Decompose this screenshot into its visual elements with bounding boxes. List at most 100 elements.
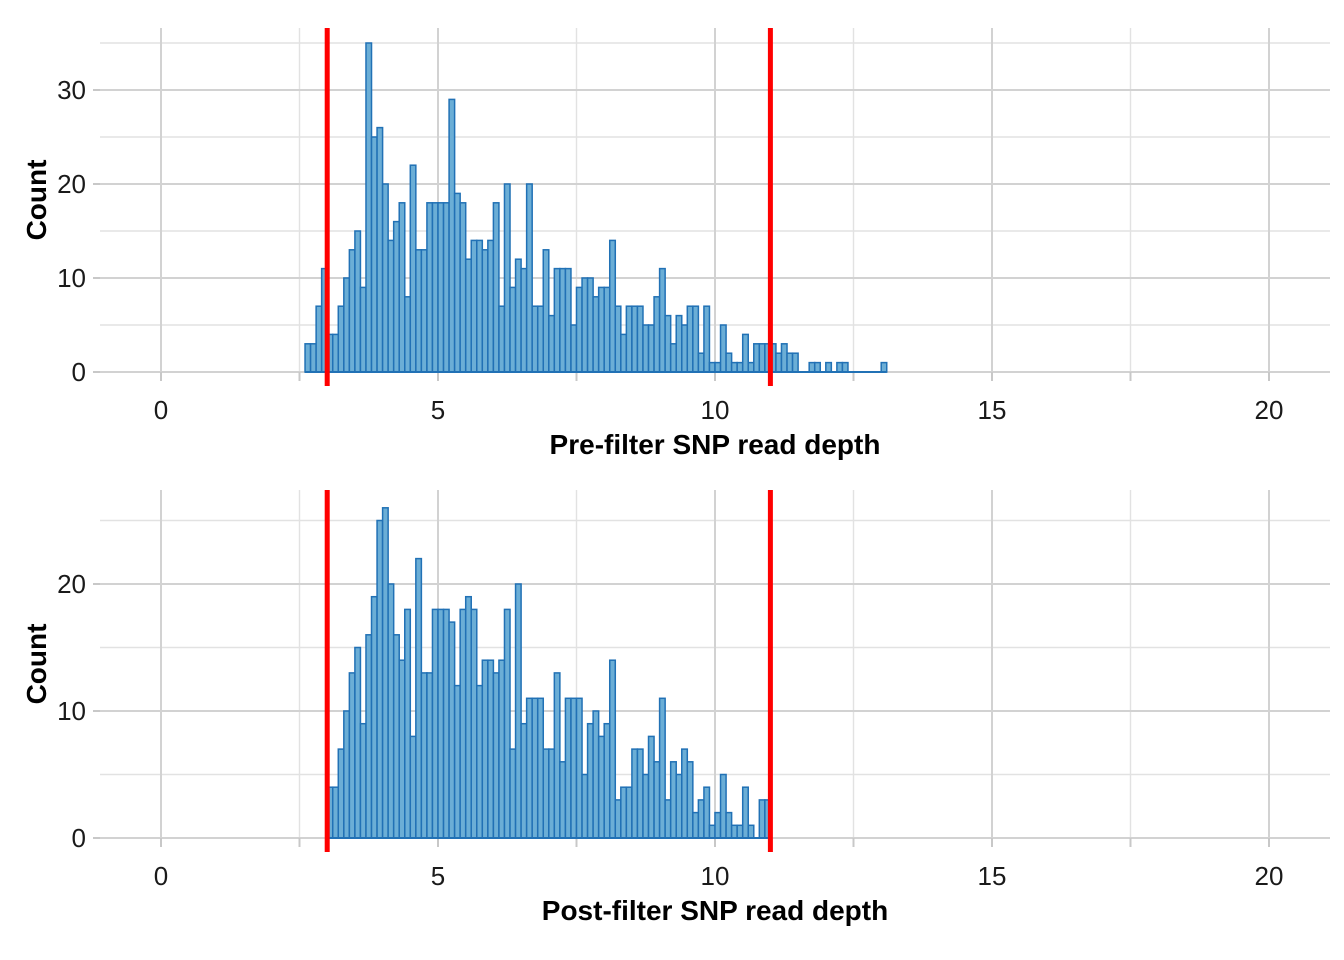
histogram-bar — [404, 608, 412, 839]
histogram-bar — [348, 249, 356, 373]
histogram-bar — [354, 230, 362, 373]
histogram-bar — [581, 773, 589, 839]
histogram-bar — [415, 557, 423, 839]
histogram-bar — [453, 684, 461, 839]
x-tick-label: 0 — [154, 395, 168, 425]
histogram-bar — [708, 824, 716, 839]
histogram-bar — [442, 608, 450, 839]
histogram-bar — [686, 761, 694, 839]
histogram-bar — [681, 324, 689, 373]
histogram-bar — [636, 305, 644, 373]
pre-filter-histogram-panel: 0 5 10 15 20 0 10 20 30 — [57, 28, 1330, 425]
histogram-bar — [509, 286, 517, 373]
histogram-bar — [398, 659, 406, 839]
histogram-bar — [653, 296, 661, 373]
histogram-bar — [464, 258, 472, 373]
histogram-bar — [503, 183, 511, 373]
histogram-bar — [559, 761, 567, 839]
histogram-bar — [586, 722, 594, 839]
histogram-bar — [647, 735, 655, 839]
histogram-bar — [647, 324, 655, 373]
histogram-bar — [747, 361, 755, 373]
histogram-bar — [692, 811, 700, 839]
histogram-bar — [470, 239, 478, 373]
x-tick-label: 15 — [978, 395, 1007, 425]
histogram-bar — [631, 748, 639, 839]
histogram-bar — [343, 710, 351, 839]
histogram-bar — [658, 267, 666, 373]
histogram-bar — [542, 748, 550, 839]
histogram-bar — [509, 748, 517, 839]
histogram-bar — [431, 202, 439, 373]
histogram-bar — [741, 786, 749, 839]
histogram-bar — [331, 333, 340, 373]
histogram-bar — [503, 608, 511, 839]
histogram-bar — [786, 352, 794, 373]
histogram-bar — [642, 324, 650, 373]
histogram-bar — [719, 324, 727, 373]
histogram-bar — [719, 773, 727, 839]
histogram-bar — [359, 286, 367, 373]
histogram-bar — [431, 608, 439, 839]
histogram-bar — [597, 735, 605, 839]
histogram-bar — [381, 183, 389, 373]
histogram-bar — [309, 343, 317, 373]
x-tick-label: 5 — [431, 861, 445, 891]
histogram-bar — [836, 361, 844, 373]
histogram-bar — [825, 361, 833, 373]
histogram-bar — [608, 659, 617, 839]
y-tick-label: 0 — [72, 823, 86, 853]
histogram-bar — [487, 239, 495, 373]
post-filter-x-axis-title: Post-filter SNP read depth — [542, 895, 888, 926]
histogram-bar — [492, 202, 500, 373]
histogram-bar — [409, 164, 417, 373]
histogram-bar — [669, 343, 677, 373]
histogram-bar — [791, 352, 799, 373]
histogram-bar — [453, 192, 461, 373]
histogram-bar — [730, 361, 738, 373]
histogram-bar — [664, 799, 672, 839]
histogram-bar — [337, 305, 345, 373]
histogram-bar — [536, 305, 545, 373]
histogram-bar — [531, 697, 539, 839]
histogram-bar — [304, 343, 312, 373]
histogram-bar — [498, 305, 506, 373]
histogram-bar — [415, 249, 423, 373]
histogram-bar — [753, 343, 761, 373]
histogram-bar — [603, 722, 611, 839]
histogram-bar — [675, 314, 683, 373]
histogram-bar — [636, 748, 644, 839]
histogram-bar — [448, 98, 456, 373]
histogram-bar — [387, 239, 395, 373]
histogram-bar — [370, 136, 378, 373]
histogram-bar — [614, 305, 622, 373]
histogram-bar — [331, 786, 340, 839]
histogram-bar — [730, 824, 738, 839]
histogram-bar — [686, 305, 694, 373]
histogram-bar — [381, 507, 389, 839]
histogram-bar — [586, 277, 594, 373]
histogram-bar — [880, 361, 888, 373]
histogram-bar — [536, 697, 545, 839]
histogram-bar — [548, 314, 556, 373]
histogram-bar — [481, 249, 489, 373]
histogram-bar — [404, 296, 412, 373]
histogram-bar — [620, 786, 628, 839]
histogram-bar — [669, 761, 677, 839]
histogram-bar — [498, 659, 506, 839]
histogram-bar — [608, 239, 617, 373]
histogram-bar — [758, 799, 766, 839]
histogram-bar — [703, 786, 711, 839]
histogram-bar — [392, 634, 400, 839]
histogram-bar — [575, 697, 583, 839]
histogram-bar — [520, 722, 528, 839]
histogram-bar — [631, 305, 639, 373]
histogram-bar — [725, 352, 733, 373]
histogram-bar — [697, 799, 705, 839]
histogram-bar — [459, 608, 467, 839]
histogram-bar — [736, 824, 744, 839]
histogram-bar — [514, 258, 522, 373]
x-tick-label: 10 — [701, 395, 730, 425]
histogram-bar — [625, 786, 633, 839]
